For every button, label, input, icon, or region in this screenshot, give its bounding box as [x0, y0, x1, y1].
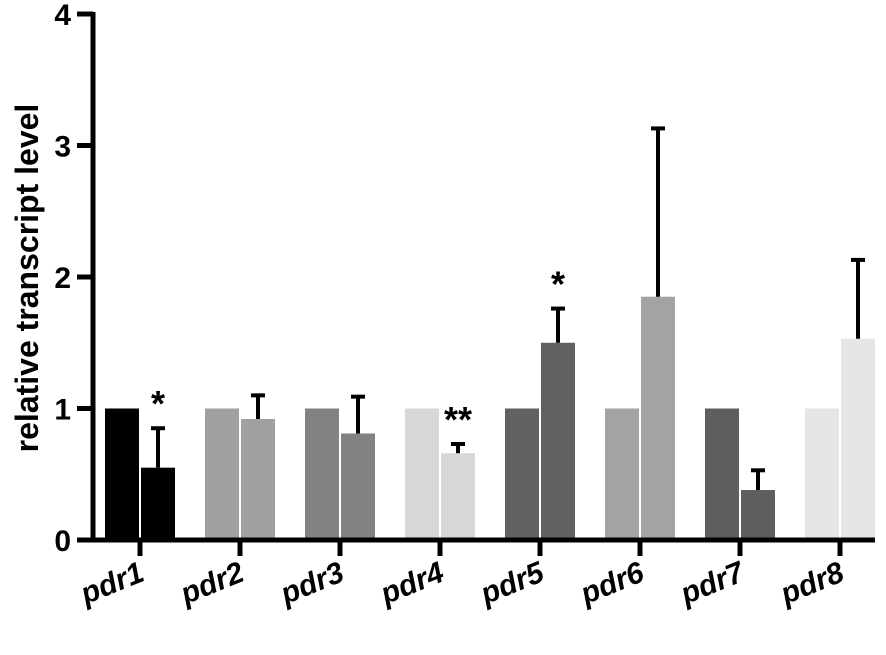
bar-pdr7-control: [705, 408, 739, 540]
bar-pdr8-control: [805, 408, 839, 540]
x-tick-label-pdr4: pdr4: [375, 556, 449, 611]
bar-pdr8-treated: [841, 338, 875, 540]
x-axis: pdr1 pdr2 pdr3 pdr4 pdr5 pdr6 pdr7 pdr8: [75, 537, 875, 611]
bar-pdr1-treated: [141, 467, 175, 540]
bar-pdr2-treated: [241, 419, 275, 540]
significance-pdr5: *: [551, 264, 565, 305]
x-tick-label-pdr5: pdr5: [475, 555, 550, 611]
y-tick-label: 3: [54, 131, 71, 164]
x-tick-label-pdr7: pdr7: [675, 555, 750, 611]
bar-pdr3-control: [305, 408, 339, 540]
bar-pdr5-treated: [541, 342, 575, 540]
x-tick-label-pdr2: pdr2: [175, 556, 249, 611]
y-tick-label: 4: [54, 0, 71, 32]
bar-pdr7-treated: [741, 490, 775, 540]
bars: [105, 296, 875, 540]
bar-pdr4-treated: [441, 453, 475, 540]
bar-pdr6-treated: [641, 296, 675, 540]
x-tick-label-pdr3: pdr3: [275, 556, 349, 611]
x-tick-label-pdr1: pdr1: [75, 556, 149, 611]
error-bars: [151, 126, 865, 491]
bar-pdr2-control: [205, 408, 239, 540]
x-tick-label-pdr6: pdr6: [575, 556, 649, 611]
y-axis: 0 1 2 3 4: [54, 0, 96, 558]
y-tick-label: 0: [54, 525, 71, 558]
significance-pdr4: **: [444, 399, 472, 440]
y-axis-label: relative transcript level: [9, 104, 45, 453]
bar-pdr4-control: [405, 408, 439, 540]
bar-pdr3-treated: [341, 433, 375, 540]
significance-pdr1: *: [151, 383, 165, 424]
bar-pdr5-control: [505, 408, 539, 540]
bar-pdr6-control: [605, 408, 639, 540]
y-tick-label: 2: [54, 262, 71, 295]
bar-pdr1-control: [105, 408, 139, 540]
x-tick-label-pdr8: pdr8: [775, 556, 849, 611]
significance-annotations: * ***: [151, 264, 565, 440]
y-tick-label: 1: [54, 394, 71, 427]
